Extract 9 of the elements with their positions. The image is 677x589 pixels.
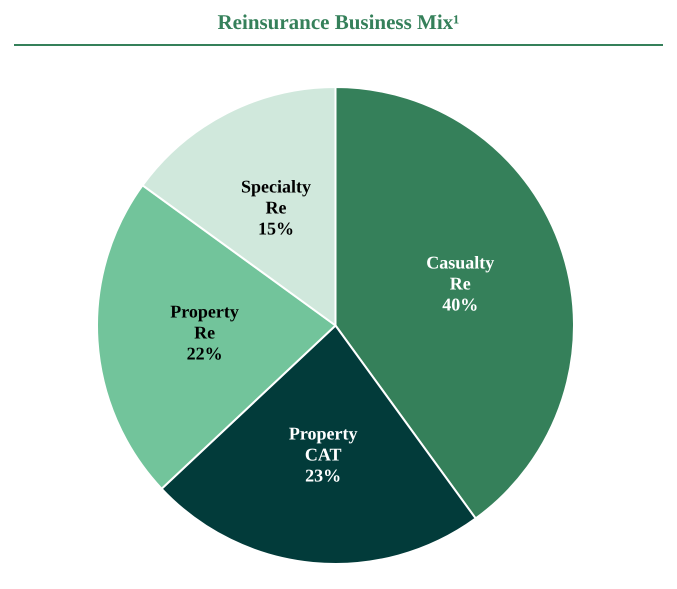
- data-label: 22%: [186, 343, 223, 364]
- slice-label: Property Re: [170, 301, 239, 342]
- data-label: 40%: [442, 294, 478, 315]
- slice-label: Property CAT: [288, 424, 358, 465]
- data-label: 23%: [305, 466, 342, 486]
- slice-label: Specialty Re: [240, 176, 311, 218]
- data-label: 15%: [258, 218, 294, 238]
- chart-title: Reinsurance Business Mix¹: [216, 10, 460, 35]
- slice-label: Casualty Re: [426, 252, 494, 294]
